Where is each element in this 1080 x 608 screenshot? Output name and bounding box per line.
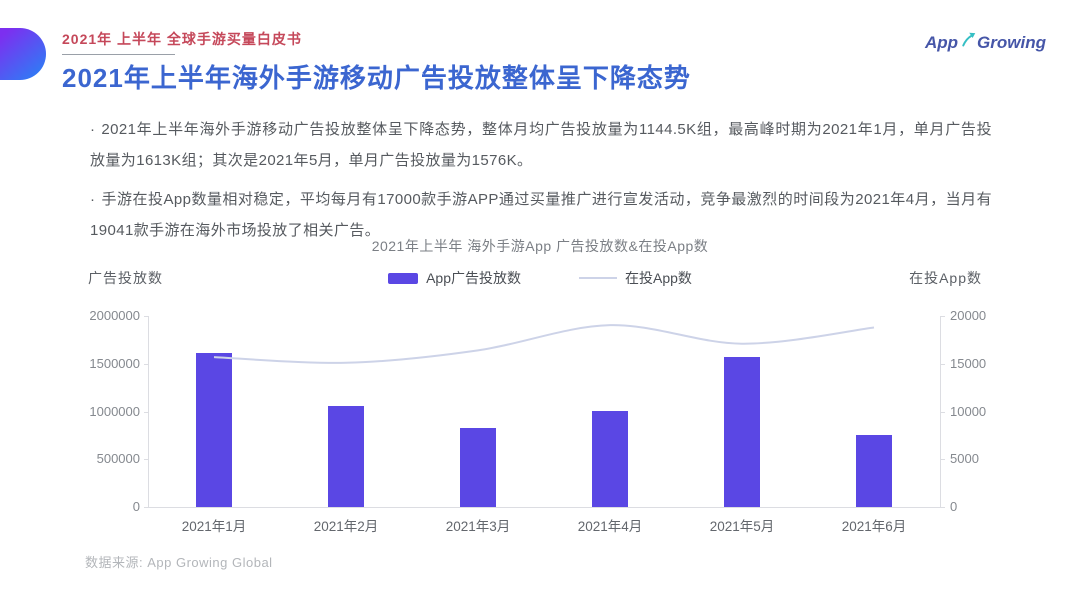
x-tick-label: 2021年2月 xyxy=(313,519,379,534)
legend-item-ad-volume: App广告投放数 xyxy=(388,268,521,288)
tag-underline xyxy=(62,54,175,55)
bar-2021年2月 xyxy=(328,405,364,507)
axis-tick-mark xyxy=(144,507,148,508)
plot-area: 2021年1月 2021年2月 2021年3月 2021年4月 2021年5月 2021年… xyxy=(148,316,941,534)
logo-text-growing: Growing xyxy=(977,32,1046,52)
left-axis-tick-label: 0 xyxy=(132,499,140,514)
bullet-item: · 2021年上半年海外手游移动广告投放整体呈下降态势，整体月均广告投放量为114… xyxy=(90,114,992,176)
axis-tick-mark xyxy=(144,411,148,413)
x-axis-line xyxy=(148,507,941,508)
right-axis-tick-label: 0 xyxy=(950,499,958,514)
corner-decoration xyxy=(0,28,46,80)
right-axis-tick-label: 20000 xyxy=(950,308,987,323)
bullet-item: · 手游在投App数量相对稳定，平均每月有17000款手游APP通过买量推广进行宣… xyxy=(90,184,992,246)
axis-tick-mark xyxy=(144,459,148,461)
x-tick-label: 2021年5月 xyxy=(709,519,775,534)
bullet-text: 手游在投App数量相对稳定，平均每月有17000款手游APP通过买量推广进行宣发… xyxy=(90,191,992,239)
x-tick-label: 2021年1月 xyxy=(181,519,247,534)
right-axis-line xyxy=(940,316,941,507)
left-axis-tick-label: 500000 xyxy=(96,451,140,467)
legend-label-ad-volume: App广告投放数 xyxy=(426,270,521,286)
right-axis-tick-label: 10000 xyxy=(950,403,987,419)
legend-label-active-apps: 在投App数 xyxy=(625,270,692,286)
axis-tick-mark xyxy=(941,411,945,413)
bullet-list: · 2021年上半年海外手游移动广告投放整体呈下降态势，整体月均广告投放量为114… xyxy=(90,114,992,254)
bullet-marker: · xyxy=(90,191,96,208)
left-axis-tick-label: 2000000 xyxy=(89,308,140,323)
rocket-arrow-icon xyxy=(962,32,976,47)
chart-legend: App广告投放数 在投App数 xyxy=(0,268,1080,288)
bar-2021年3月 xyxy=(460,427,496,507)
left-axis-title: 广告投放数 xyxy=(88,270,163,286)
legend-item-active-apps: 在投App数 xyxy=(579,268,692,288)
x-tick-label: 2021年4月 xyxy=(577,519,643,534)
line-series xyxy=(213,324,875,364)
axis-tick-mark xyxy=(941,507,945,508)
bullet-marker: · xyxy=(90,121,96,138)
left-axis-tick-label: 1000000 xyxy=(89,403,140,419)
axis-tick-mark xyxy=(941,316,945,317)
legend-bar-swatch xyxy=(388,272,419,284)
axis-tick-mark xyxy=(941,363,945,365)
page-title: 2021年上半年海外手游移动广告投放整体呈下降态势 xyxy=(62,63,691,93)
app-growing-logo: App Growing xyxy=(925,32,1046,53)
bar-2021年5月 xyxy=(724,356,760,507)
axis-tick-mark xyxy=(144,363,148,365)
bar-2021年1月 xyxy=(196,352,232,507)
report-series-tag: 2021年 上半年 全球手游买量白皮书 xyxy=(62,31,302,47)
left-axis-line xyxy=(148,316,149,507)
bar-2021年6月 xyxy=(856,434,892,507)
logo-text-app: App xyxy=(925,32,959,52)
chart-title: 2021年上半年 海外手游App 广告投放数&在投App数 xyxy=(371,238,709,254)
x-tick-label: 2021年3月 xyxy=(445,519,511,534)
axis-tick-mark xyxy=(144,316,148,317)
right-axis-tick-label: 15000 xyxy=(950,355,987,371)
right-axis-title: 在投App数 xyxy=(909,270,982,286)
bullet-text: 2021年上半年海外手游移动广告投放整体呈下降态势，整体月均广告投放量为1144… xyxy=(90,121,992,169)
data-source: 数据来源: App Growing Global xyxy=(85,555,273,570)
bar-2021年4月 xyxy=(592,410,628,507)
left-axis-tick-label: 1500000 xyxy=(89,355,140,371)
x-tick-label: 2021年6月 xyxy=(841,519,907,534)
legend-line-swatch xyxy=(579,277,617,279)
axis-tick-mark xyxy=(941,459,945,461)
right-axis-tick-label: 5000 xyxy=(950,451,979,467)
